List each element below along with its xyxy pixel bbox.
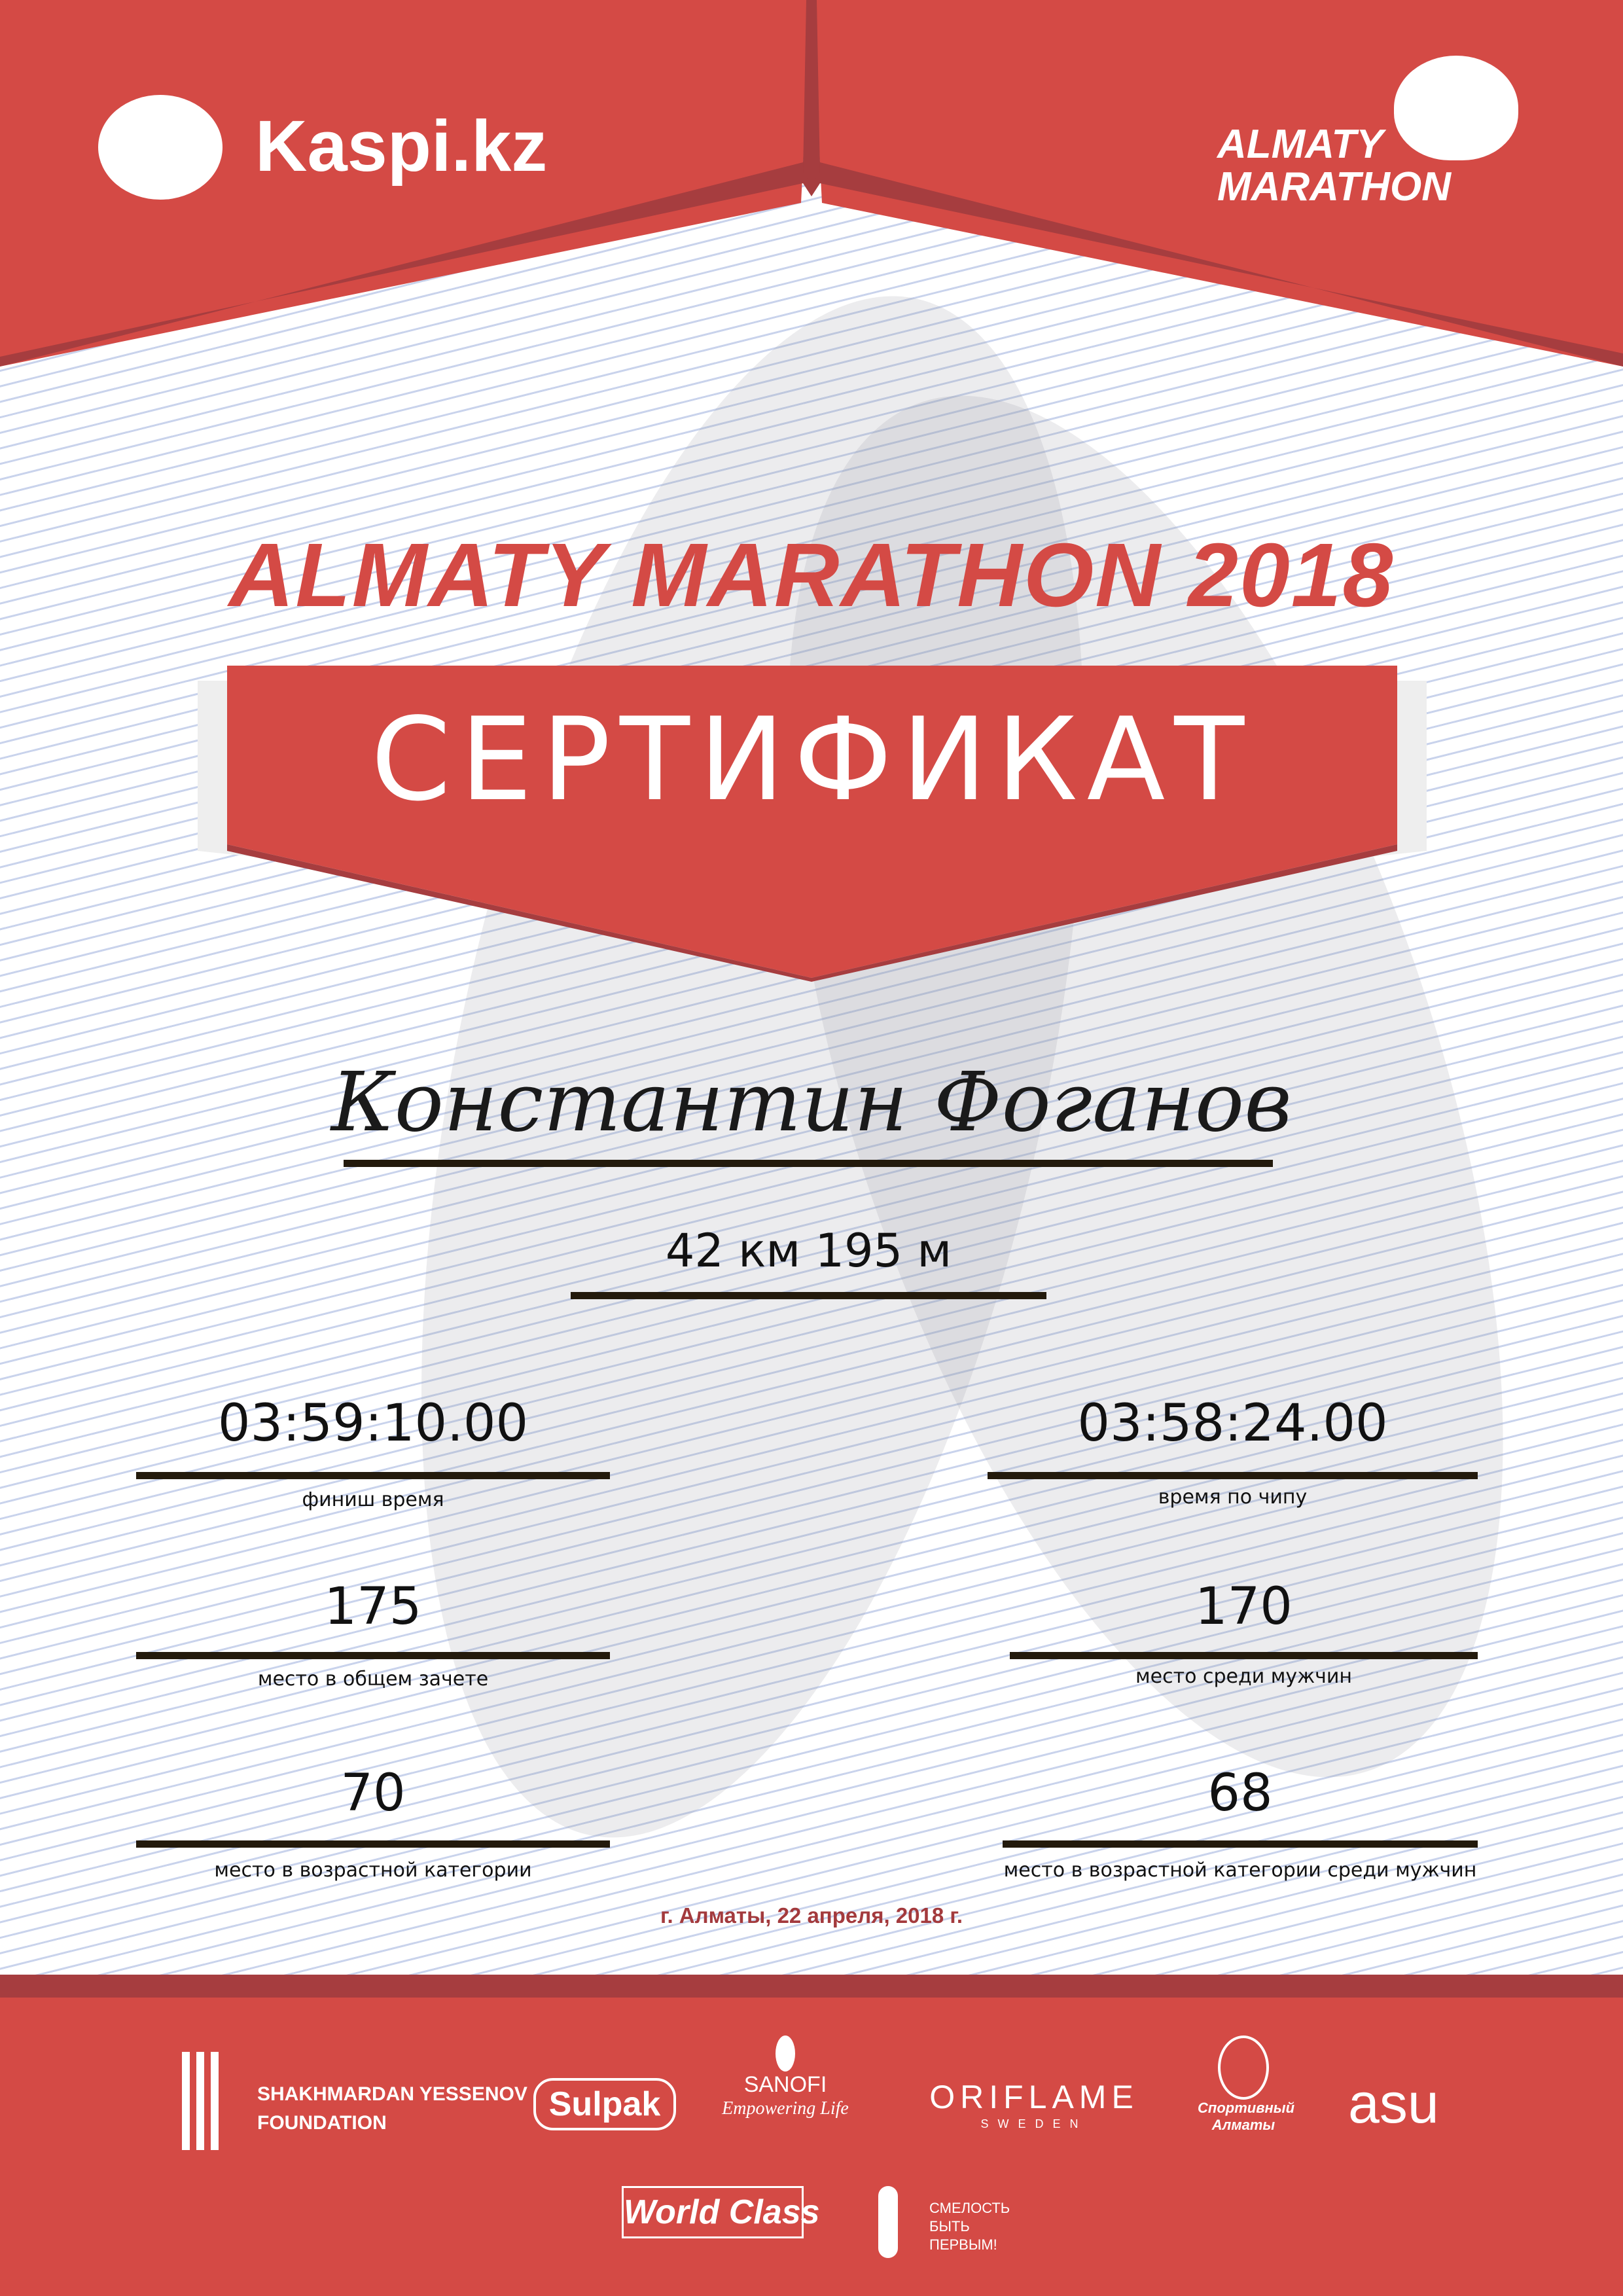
- men-place-label: место среди мужчин: [1135, 1665, 1352, 1688]
- background-pattern: [0, 0, 1623, 1998]
- yessenov-line2: FOUNDATION: [257, 2112, 387, 2134]
- sanofi-logo: SANOFI Empowering Life: [707, 2036, 864, 2120]
- fund-line3: ПЕРВЫМ!: [929, 2236, 997, 2253]
- participant-name: Константин Фоганов: [331, 1055, 1292, 1150]
- age-place-value: 70: [340, 1764, 406, 1823]
- sponsors-footer: [0, 1998, 1623, 2296]
- overall-place-line: [136, 1652, 610, 1659]
- asu-text: asu: [1348, 2072, 1439, 2135]
- fund-line1: СМЕЛОСТЬ: [929, 2200, 1010, 2216]
- fund-figure-icon: [878, 2186, 898, 2258]
- finish-time-label: финиш время: [302, 1488, 444, 1511]
- age-men-place-line: [1003, 1840, 1478, 1848]
- chip-time-label: время по чипу: [1158, 1486, 1308, 1509]
- distance-underline: [571, 1292, 1046, 1299]
- logo-line2: MARATHON: [1217, 164, 1452, 209]
- name-underline: [344, 1160, 1273, 1167]
- age-place-label: место в возрастной категории: [214, 1859, 532, 1882]
- event-date: г. Алматы, 22 апреля, 2018 г.: [660, 1903, 963, 1928]
- sanofi-name: SANOFI: [743, 2072, 827, 2097]
- age-place-line: [136, 1840, 610, 1848]
- oriflame-name: ORIFLAME: [929, 2079, 1139, 2115]
- age-men-place-value: 68: [1207, 1764, 1273, 1823]
- distance: 42 км 195 м: [665, 1224, 952, 1278]
- men-place-value: 170: [1195, 1577, 1293, 1636]
- finish-time-line: [136, 1472, 610, 1479]
- logo-line1: ALMATY: [1217, 122, 1383, 167]
- yessenov-bars-icon: [182, 2052, 219, 2150]
- sport-almaty-logo: Спортивный Алматы: [1198, 2036, 1295, 2134]
- overall-place-label: место в общем зачете: [257, 1668, 489, 1691]
- chip-time-value: 03:58:24.00: [1077, 1394, 1388, 1453]
- sulpak-logo: Sulpak: [533, 2078, 676, 2130]
- sport-almaty-emblem-icon: [1218, 2036, 1269, 2100]
- event-title: ALMATY MARATHON 2018: [228, 525, 1395, 626]
- worldclass-text: World Class: [624, 2193, 820, 2231]
- men-place-line: [1010, 1652, 1478, 1659]
- header-banner: [0, 0, 1623, 367]
- chip-time-line: [988, 1472, 1478, 1479]
- oriflame-sub: SWEDEN: [980, 2117, 1088, 2130]
- yessenov-line1: SHAKHMARDAN YESSENOV: [257, 2083, 527, 2105]
- worldclass-logo: World Class: [622, 2186, 820, 2238]
- kaspi-people-icon: [98, 95, 223, 200]
- kaspi-logo-text: Kaspi.kz: [255, 106, 548, 187]
- sport-almaty-text: Спортивный Алматы: [1198, 2100, 1295, 2133]
- overall-place-value: 175: [324, 1577, 422, 1636]
- sanofi-tagline: Empowering Life: [722, 2098, 849, 2119]
- runner-icon: [1394, 56, 1518, 160]
- certificate-banner: [198, 666, 1427, 982]
- footer-band: [0, 1975, 1623, 1998]
- sanofi-swirl-icon: [776, 2036, 795, 2072]
- age-men-place-label: место в возрастной категории среди мужчи…: [1003, 1859, 1477, 1882]
- oriflame-logo: ORIFLAME SWEDEN: [910, 2078, 1158, 2132]
- asu-logo: asu: [1348, 2072, 1439, 2136]
- certificate-label: СЕРТИФИКАТ: [370, 694, 1254, 827]
- finish-time-value: 03:59:10.00: [217, 1394, 529, 1453]
- sulpak-text: Sulpak: [548, 2085, 661, 2123]
- fund-line2: БЫТЬ: [929, 2218, 970, 2234]
